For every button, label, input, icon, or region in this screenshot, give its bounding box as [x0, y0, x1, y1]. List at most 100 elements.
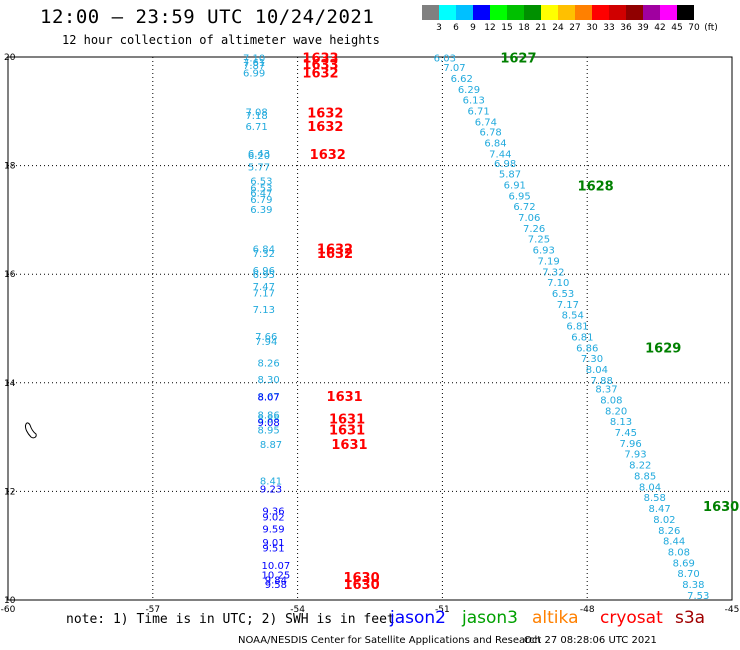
credit-line: NOAA/NESDIS Center for Satellite Applica…	[238, 635, 541, 646]
swh-value-label: 8.04	[639, 482, 661, 493]
pass-time-label: 1630	[343, 571, 379, 586]
swh-value-label: 6.13	[463, 96, 485, 107]
color-scale-label: 6	[453, 23, 459, 33]
swh-value-label: 7.32	[253, 249, 275, 260]
longitude-tick-label: -45	[725, 605, 740, 615]
color-scale-swatch	[507, 5, 524, 20]
swh-value-label: 6.53	[250, 184, 272, 195]
swh-value-label: 10.25	[262, 570, 291, 581]
swh-value-label: 8.88	[258, 414, 280, 425]
footer-note: note: 1) Time is in UTC; 2) SWH is in fe…	[66, 612, 395, 627]
legend-item-cryosat: cryosat	[600, 608, 663, 628]
swh-value-label: 5.77	[248, 162, 270, 173]
swh-value-label: 6.84	[484, 139, 506, 150]
color-scale-label: 18	[518, 23, 530, 33]
swh-value-label: 7.06	[518, 213, 540, 224]
swh-value-label: 7.08	[245, 108, 267, 119]
latitude-tick-label: 14	[4, 379, 16, 389]
swh-value-label: 8.47	[648, 504, 670, 515]
swh-value-label: 6.72	[513, 202, 535, 213]
swh-value-label: 6.39	[250, 205, 272, 216]
swh-value-label: 7.26	[523, 224, 545, 235]
color-scale-label: 30	[586, 23, 598, 33]
color-scale-label: 39	[637, 23, 649, 33]
color-scale-label: 3	[436, 23, 442, 33]
legend-item-s3a: s3a	[675, 608, 706, 628]
swh-value-label: 6.20	[248, 151, 270, 162]
longitude-tick-label: -57	[145, 605, 160, 615]
pass-time-label: 1631	[331, 438, 367, 453]
swh-value-label: 8.87	[260, 440, 282, 451]
swh-value-label: 6.71	[467, 107, 489, 118]
swh-value-label: 7.88	[591, 376, 613, 387]
swh-value-label: 6.79	[250, 195, 272, 206]
color-scale-swatch	[592, 5, 609, 20]
color-scale-swatch	[575, 5, 592, 20]
swh-value-label: 6.91	[504, 180, 526, 191]
swh-value-label: 7.07	[443, 63, 465, 74]
swh-value-label: 6.53	[552, 289, 574, 300]
swh-value-label: 8.70	[677, 569, 699, 580]
swh-value-label: 6.81	[566, 322, 588, 333]
swh-value-label: 7.47	[253, 282, 275, 293]
swh-value-label: 7.96	[620, 439, 642, 450]
pass-time-label: 1627	[500, 51, 536, 66]
color-scale-swatch	[490, 5, 507, 20]
swh-value-label: 7.93	[624, 450, 646, 461]
swh-value-label: 8.08	[600, 395, 622, 406]
swh-value-label: 6.96	[253, 266, 275, 277]
color-scale-swatch	[660, 5, 677, 20]
color-scale-swatch	[643, 5, 660, 20]
swh-value-label: 7.53	[687, 591, 709, 602]
pass-time-label: 1630	[343, 578, 379, 593]
legend-item-jason3: jason3	[462, 608, 518, 628]
swh-value-label: 6.53	[250, 177, 272, 188]
pass-time-label: 1632	[317, 242, 353, 257]
swh-value-label: 8.26	[658, 526, 680, 537]
color-scale-label: 9	[470, 23, 476, 33]
swh-value-label: 7.25	[528, 235, 550, 246]
color-scale-label: 27	[569, 23, 581, 33]
latitude-tick-label: 16	[4, 270, 16, 280]
swh-value-label: 8.38	[682, 580, 704, 591]
swh-value-label: 6.74	[475, 117, 497, 128]
pass-time-label: 1633	[302, 51, 338, 66]
color-scale-label: 42	[654, 23, 666, 33]
swh-value-label: 6.62	[451, 74, 473, 85]
color-scale-swatch	[473, 5, 490, 20]
swh-value-label: 9.58	[265, 580, 287, 591]
map-frame	[7, 56, 733, 601]
swh-value-label: 9.84	[265, 576, 287, 587]
longitude-tick-label: -51	[435, 605, 450, 615]
swh-value-label: 6.78	[480, 128, 502, 139]
pass-time-label: 1632	[307, 120, 343, 135]
swh-value-label: 7.94	[255, 337, 277, 348]
swh-value-label: 7.17	[557, 300, 579, 311]
pass-time-label: 1629	[645, 341, 681, 356]
color-scale-label: 70	[688, 23, 700, 33]
swh-value-label: 9.59	[262, 525, 284, 536]
swh-value-label: 8.58	[644, 493, 666, 504]
swh-value-label: 9.51	[262, 544, 284, 555]
pass-time-label: 1630	[703, 500, 739, 515]
legend-item-jason2: jason2	[390, 608, 446, 628]
color-scale-label: 21	[535, 23, 547, 33]
swh-value-label: 7.44	[489, 149, 511, 160]
color-scale-label: (ft)	[704, 23, 718, 33]
swh-value-label: 8.08	[668, 547, 690, 558]
island-outline	[25, 422, 37, 439]
swh-value-label: 7.10	[243, 53, 265, 64]
swh-value-label: 8.04	[586, 365, 608, 376]
generated-timestamp: Oct 27 08:28:06 UTC 2021	[524, 635, 657, 646]
swh-value-label: 6.95	[508, 191, 530, 202]
color-scale-label: 33	[603, 23, 615, 33]
latitude-tick-label: 10	[4, 596, 16, 606]
pass-time-label: 1628	[578, 179, 614, 194]
color-scale-swatch	[541, 5, 558, 20]
swh-value-label: 6.95	[253, 270, 275, 281]
latitude-tick-label: 20	[4, 53, 16, 63]
swh-value-label: 9.01	[262, 538, 284, 549]
swh-value-label: 8.02	[653, 515, 675, 526]
longitude-tick-label: -48	[580, 605, 595, 615]
